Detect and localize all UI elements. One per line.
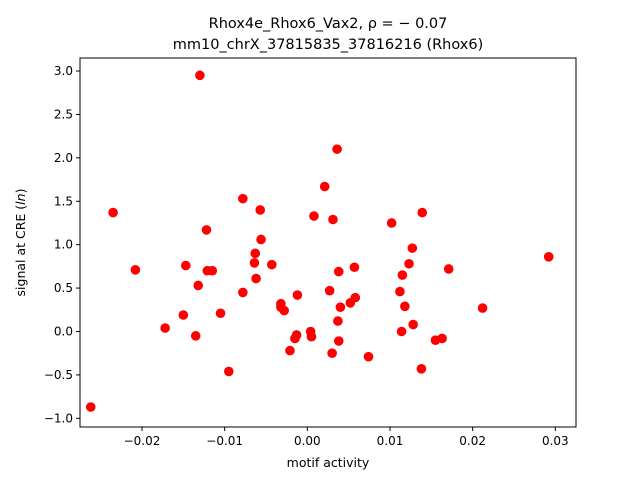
y-axis-label: signal at CRE (ln) [13,189,28,297]
data-point [335,302,346,312]
data-point [363,351,374,362]
data-point [477,303,488,313]
data-point [349,262,360,273]
data-point [404,258,414,269]
data-point [193,280,204,291]
y-tick-label: 0.5 [54,281,73,295]
data-point [396,326,407,337]
x-tick-label: −0.01 [206,434,243,448]
data-point [350,292,361,303]
data-point [190,331,201,341]
data-point [416,364,427,374]
data-point [397,270,408,280]
data-point [408,319,418,330]
data-point [160,323,170,333]
chart-title-line1: Rhox4e_Rhox6_Vax2, ρ = − 0.07 [209,16,448,32]
plot-area-frame [79,57,577,428]
y-tick-label: −1.0 [44,411,73,425]
y-tick-label: 0.0 [54,324,73,338]
data-point [417,207,428,218]
x-axis-ticks: −0.02 −0.01 0.00 0.01 0.02 0.03 [124,427,569,448]
data-point [306,331,317,342]
data-point [181,260,191,271]
data-point [437,333,447,344]
data-point [386,218,397,228]
data-point [291,330,302,340]
data-point [395,286,405,297]
x-tick-label: 0.01 [377,434,404,448]
data-point [85,402,96,412]
data-point [543,252,554,262]
data-point [266,259,277,270]
y-tick-label: 2.0 [54,151,73,165]
y-axis-label-main: signal at CRE ( [13,205,28,297]
data-point [285,345,295,356]
data-point [333,266,344,277]
data-point [407,243,418,253]
data-point [238,287,248,298]
x-tick-label: 0.02 [459,434,486,448]
data-point [443,264,454,274]
data-point [332,144,342,154]
data-point [279,305,289,316]
data-point [400,301,410,312]
y-axis-label-italic: ln [13,193,28,204]
data-point [324,285,335,296]
data-point [215,308,226,319]
chart-title-line2: mm10_chrX_37815835_37816216 (Rhox6) [173,37,484,53]
data-point [333,336,344,346]
data-point [333,316,343,326]
data-point [250,248,261,259]
y-tick-label: −0.5 [44,368,73,382]
data-point [309,211,319,221]
y-tick-label: 1.5 [54,194,73,208]
data-point [251,273,261,284]
data-point [130,265,141,275]
data-point [249,258,260,268]
data-point [201,225,212,235]
y-tick-label: 1.0 [54,238,73,252]
data-point [238,193,248,204]
data-point [195,70,205,81]
y-axis-label-tail: ) [13,189,28,194]
y-tick-label: 3.0 [54,64,73,78]
x-tick-label: 0.00 [294,434,321,448]
data-point [256,234,266,245]
y-tick-label: 2.5 [54,107,73,121]
data-point [178,310,189,320]
data-point [207,265,218,276]
data-point [224,366,234,377]
y-axis-ticks: −1.0 −0.5 0.0 0.5 1.0 1.5 2.0 2.5 3.0 [44,64,80,425]
x-tick-label: 0.03 [542,434,569,448]
data-point [292,290,303,300]
data-points [85,70,554,412]
x-axis-label: motif activity [287,455,370,470]
data-point [255,205,266,215]
x-tick-label: −0.02 [124,434,161,448]
data-point [327,348,337,359]
data-point [319,181,330,192]
data-point [108,207,118,218]
data-point [328,214,338,225]
